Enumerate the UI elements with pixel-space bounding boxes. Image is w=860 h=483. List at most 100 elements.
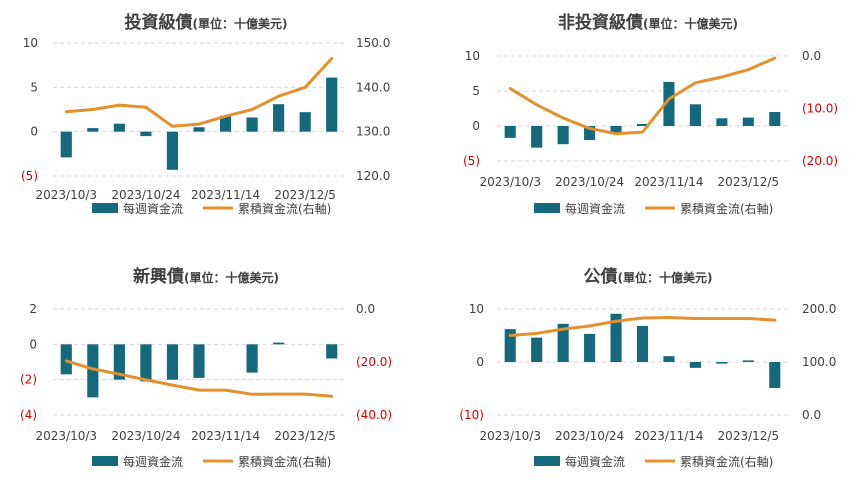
chart-panel-1: 投資級債(單位：十億美元) 10 5 0 (5) 150.0 140.0 130.0 120.0… bbox=[21, 12, 390, 216]
cumulative-flow-line bbox=[64, 359, 334, 398]
x-axis-tick-label: 2023/10/24 bbox=[111, 188, 180, 202]
x-axis-tick-label: 2023/10/3 bbox=[479, 175, 541, 189]
weekly-flow-bar bbox=[610, 313, 622, 362]
chart-panel-3: 新興債(單位：十億美元) 2 0 (2) (4) 0.0 (20.0) (40.0) 2023/… bbox=[20, 266, 392, 469]
weekly-flow-bar bbox=[584, 126, 596, 140]
weekly-flow-bar bbox=[273, 104, 285, 132]
left-axis-tick-label: 5 bbox=[472, 84, 480, 98]
chart-title: 公債(單位：十億美元) bbox=[584, 266, 713, 287]
legend-bar-swatch bbox=[92, 456, 118, 466]
x-axis-tick-label: 2023/12/5 bbox=[718, 429, 780, 443]
weekly-flow-bar bbox=[60, 344, 72, 375]
right-axis-tick-label: 100.0 bbox=[802, 355, 836, 369]
right-axis-tick-label: 130.0 bbox=[356, 125, 390, 139]
left-axis-tick-label: 10 bbox=[469, 302, 484, 316]
chart-title-main: 公債 bbox=[584, 266, 618, 287]
right-axis-tick-label: (20.0) bbox=[802, 154, 838, 168]
chart-title-unit: (單位：十億美元) bbox=[643, 16, 738, 31]
weekly-flow-bar bbox=[504, 329, 516, 362]
weekly-flow-bar bbox=[557, 126, 569, 145]
right-axis-tick-label: (40.0) bbox=[356, 408, 392, 422]
left-axis-tick-label: 0 bbox=[29, 337, 37, 351]
left-axis-tick-label: (5) bbox=[21, 169, 38, 183]
x-axis-tick-label: 2023/11/14 bbox=[191, 188, 260, 202]
legend-line-label: 累積資金流(右軸) bbox=[238, 201, 331, 216]
left-axis-tick-label: (2) bbox=[20, 373, 37, 387]
weekly-flow-bar bbox=[193, 127, 205, 132]
legend-line-label: 累積資金流(右軸) bbox=[238, 454, 331, 469]
right-axis-tick-label: 120.0 bbox=[356, 169, 390, 183]
weekly-flow-bar bbox=[113, 123, 125, 132]
chart-title: 新興債(單位：十億美元) bbox=[133, 266, 279, 287]
left-axis-tick-label: 2 bbox=[29, 302, 37, 316]
x-axis-tick-label: 2023/11/14 bbox=[634, 175, 703, 189]
weekly-flow-bar bbox=[742, 360, 754, 362]
weekly-flow-bar bbox=[166, 131, 179, 170]
legend-line-label: 累積資金流(右軸) bbox=[680, 454, 773, 469]
weekly-flow-bar bbox=[246, 344, 258, 373]
weekly-flow-bar bbox=[716, 118, 728, 126]
weekly-flow-bar bbox=[636, 325, 649, 362]
weekly-flow-bar bbox=[663, 356, 675, 362]
left-axis-tick-label: 5 bbox=[30, 80, 38, 94]
weekly-flow-bar bbox=[87, 128, 99, 132]
x-axis-tick-label: 2023/10/3 bbox=[36, 188, 98, 202]
left-axis-tick-label: 10 bbox=[23, 36, 38, 50]
x-axis-tick-label: 2023/10/3 bbox=[36, 429, 98, 443]
weekly-flow-bar bbox=[769, 112, 781, 126]
left-axis-tick-label: (10) bbox=[459, 408, 484, 422]
left-axis-tick-label: (5) bbox=[463, 154, 480, 168]
weekly-flow-bar bbox=[113, 344, 125, 380]
x-axis-tick-label: 2023/12/5 bbox=[718, 175, 780, 189]
weekly-flow-bar bbox=[219, 115, 232, 132]
weekly-flow-bar bbox=[531, 337, 543, 362]
x-axis-tick-label: 2023/11/14 bbox=[191, 429, 260, 443]
right-axis-tick-label: 0.0 bbox=[356, 302, 375, 316]
chart-title: 投資級債(單位：十億美元) bbox=[125, 12, 288, 33]
weekly-flow-bar bbox=[504, 126, 516, 138]
legend-bar-swatch bbox=[92, 203, 118, 213]
weekly-flow-bar bbox=[87, 344, 99, 398]
left-axis-tick-label: 10 bbox=[465, 49, 480, 63]
legend-bar-label: 每週資金流 bbox=[123, 454, 183, 469]
weekly-flow-bar bbox=[663, 81, 675, 126]
x-axis-tick-label: 2023/11/14 bbox=[634, 429, 703, 443]
weekly-flow-bar bbox=[689, 362, 701, 368]
chart-title-main: 新興債 bbox=[133, 266, 184, 287]
left-axis-tick-label: 0 bbox=[476, 355, 484, 369]
legend-bar-label: 每週資金流 bbox=[565, 201, 625, 216]
weekly-flow-bar bbox=[273, 342, 285, 345]
weekly-flow-bar bbox=[140, 131, 152, 137]
legend-line-label: 累積資金流(右軸) bbox=[680, 201, 773, 216]
x-axis-tick-label: 2023/12/5 bbox=[274, 188, 336, 202]
cumulative-flow-line bbox=[64, 57, 334, 128]
right-axis-tick-label: 140.0 bbox=[356, 80, 390, 94]
chart-title-unit: (單位：十億美元) bbox=[193, 16, 288, 31]
cumulative-flow-line bbox=[508, 56, 777, 136]
weekly-flow-bar bbox=[326, 77, 338, 132]
weekly-flow-bar bbox=[326, 344, 338, 359]
chart-title-main: 非投資級債 bbox=[558, 12, 643, 33]
chart-title: 非投資級債(單位：十億美元) bbox=[558, 12, 738, 33]
weekly-flow-bar bbox=[610, 126, 622, 133]
legend-bar-label: 每週資金流 bbox=[565, 454, 625, 469]
right-axis-tick-label: (20.0) bbox=[356, 355, 392, 369]
weekly-flow-bar bbox=[299, 112, 311, 132]
left-axis-tick-label: 0 bbox=[472, 119, 480, 133]
weekly-flow-bar bbox=[636, 123, 649, 126]
weekly-flow-bar bbox=[689, 104, 701, 126]
left-axis-tick-label: 0 bbox=[30, 125, 38, 139]
chart-panel-4: 公債(單位：十億美元) 10 0 (10) 200.0 100.0 0.0 2023/10/3… bbox=[459, 266, 836, 469]
weekly-flow-bar bbox=[60, 131, 72, 158]
cumulative-flow-line bbox=[508, 316, 777, 337]
weekly-flow-bar bbox=[140, 344, 152, 382]
right-axis-tick-label: 150.0 bbox=[356, 36, 390, 50]
weekly-flow-bar bbox=[769, 362, 781, 388]
weekly-flow-bar bbox=[742, 117, 754, 126]
x-axis-tick-label: 2023/10/24 bbox=[555, 175, 624, 189]
chart-title-unit: (單位：十億美元) bbox=[618, 270, 713, 285]
x-axis-tick-label: 2023/10/3 bbox=[479, 429, 541, 443]
weekly-flow-bar bbox=[716, 362, 728, 364]
weekly-flow-bar bbox=[246, 117, 258, 132]
